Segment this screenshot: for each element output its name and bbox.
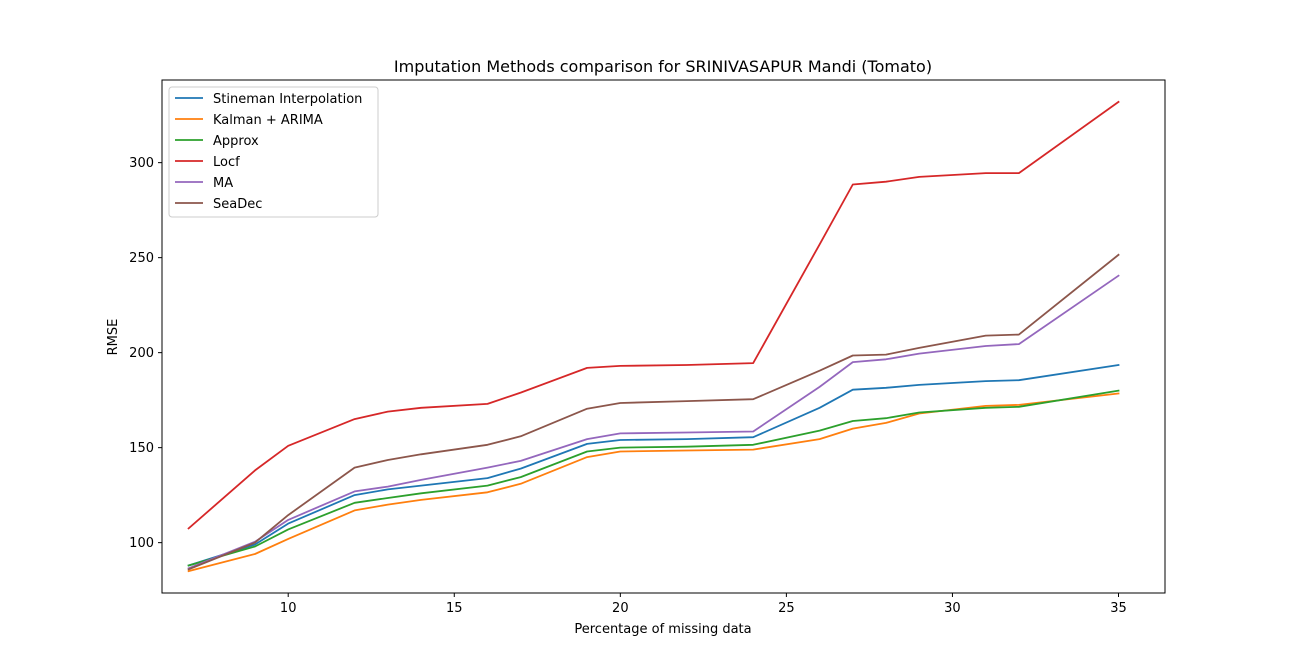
x-tick-label-1: 15 bbox=[446, 601, 463, 616]
plot-frame bbox=[161, 79, 1166, 594]
legend: Stineman Interpolation Kalman + ARIMA Appr… bbox=[168, 86, 379, 218]
legend-label-1: Kalman + ARIMA bbox=[213, 113, 323, 128]
legend-label-0: Stineman Interpolation bbox=[213, 92, 362, 107]
x-tick-label-5: 35 bbox=[1110, 601, 1127, 616]
x-tick-label-2: 20 bbox=[612, 601, 629, 616]
x-tick-label-3: 25 bbox=[778, 601, 795, 616]
legend-label-2: Approx bbox=[213, 134, 259, 149]
x-axis-label: Percentage of missing data bbox=[574, 622, 751, 637]
series-line-1 bbox=[187, 392, 1120, 573]
legend-label-4: MA bbox=[213, 176, 233, 191]
series-line-5 bbox=[187, 253, 1120, 571]
plot-lines bbox=[187, 100, 1120, 573]
series-line-2 bbox=[187, 389, 1120, 567]
y-tick-label-4: 300 bbox=[129, 156, 154, 171]
chart-title: Imputation Methods comparison for SRINIV… bbox=[394, 57, 932, 76]
y-tick-label-3: 250 bbox=[129, 251, 154, 266]
y-axis-label: RMSE bbox=[106, 319, 121, 356]
legend-label-3: Locf bbox=[213, 155, 240, 170]
legend-box bbox=[168, 86, 379, 218]
y-tick-label-2: 200 bbox=[129, 346, 154, 361]
x-tick-label-0: 10 bbox=[280, 601, 297, 616]
x-axis-ticks: 10 15 20 25 30 35 bbox=[280, 593, 1127, 616]
series-line-3 bbox=[187, 100, 1120, 530]
y-tick-label-1: 150 bbox=[129, 441, 154, 456]
x-tick-label-4: 30 bbox=[944, 601, 961, 616]
series-line-0 bbox=[187, 363, 1120, 567]
y-axis-ticks: 100 150 200 250 300 bbox=[129, 156, 162, 551]
y-tick-label-0: 100 bbox=[129, 536, 154, 551]
series-line-4 bbox=[187, 274, 1120, 570]
legend-label-5: SeaDec bbox=[213, 197, 262, 212]
